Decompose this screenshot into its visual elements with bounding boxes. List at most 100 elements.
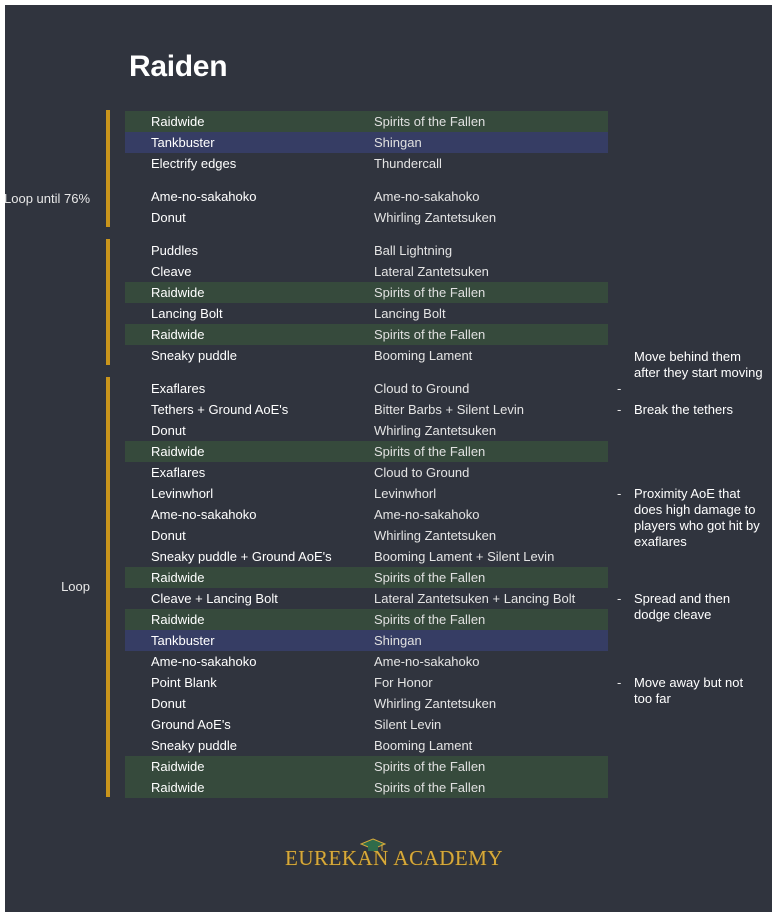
ability-name: Lateral Zantetsuken bbox=[374, 264, 489, 279]
mechanic-name: Exaflares bbox=[151, 381, 206, 396]
ability-name: Booming Lament + Silent Levin bbox=[374, 549, 555, 564]
section-bar bbox=[106, 377, 110, 797]
mechanic-row: Raidwide Spirits of the Fallen bbox=[125, 609, 608, 630]
ability-name: Ball Lightning bbox=[374, 243, 453, 258]
ability-name: Shingan bbox=[374, 135, 422, 150]
ability-name: Whirling Zantetsuken bbox=[374, 423, 497, 438]
note-dash: - bbox=[617, 591, 622, 606]
mechanic-row: Raidwide Spirits of the Fallen bbox=[125, 282, 608, 303]
section-label: Loop bbox=[61, 579, 90, 594]
mechanic-name: Cleave bbox=[151, 264, 192, 279]
mechanic-row: Tankbuster Shingan bbox=[125, 132, 608, 153]
mechanic-row: Cleave + Lancing Bolt Lateral Zantetsuken… bbox=[125, 588, 608, 609]
mechanic-row: Raidwide Spirits of the Fallen bbox=[125, 756, 608, 777]
page-title: Raiden bbox=[129, 50, 228, 83]
mechanic-name: Donut bbox=[151, 210, 186, 225]
mechanic-row: Raidwide Spirits of the Fallen bbox=[125, 777, 608, 798]
ability-name: Spirits of the Fallen bbox=[374, 114, 486, 129]
ability-name: Spirits of the Fallen bbox=[374, 759, 486, 774]
mechanic-row: Tethers + Ground AoE's Bitter Barbs + Sil… bbox=[125, 399, 608, 420]
mechanic-name: Raidwide bbox=[151, 444, 205, 459]
ability-name: Levinwhorl bbox=[374, 486, 437, 501]
mechanic-row: Donut Whirling Zantetsuken bbox=[125, 420, 608, 441]
ability-name: Lateral Zantetsuken + Lancing Bolt bbox=[374, 591, 576, 606]
ability-name: Lancing Bolt bbox=[374, 306, 446, 321]
ability-name: Whirling Zantetsuken bbox=[374, 210, 497, 225]
mechanic-row: Raidwide Spirits of the Fallen bbox=[125, 567, 608, 588]
mechanic-row: Puddles Ball Lightning bbox=[125, 240, 608, 261]
section-bar bbox=[106, 185, 110, 227]
mechanic-name: Raidwide bbox=[151, 114, 205, 129]
mechanic-row: Lancing Bolt Lancing Bolt bbox=[125, 303, 608, 324]
mechanic-name: Puddles bbox=[151, 243, 198, 258]
mechanic-name: Ame-no-sakahoko bbox=[151, 654, 257, 669]
mechanic-row: Donut Whirling Zantetsuken bbox=[125, 525, 608, 546]
strategy-note: Move away but not too far bbox=[634, 675, 744, 706]
mechanic-name: Raidwide bbox=[151, 285, 205, 300]
mechanic-row: Raidwide Spirits of the Fallen bbox=[125, 441, 608, 462]
ability-name: Spirits of the Fallen bbox=[374, 444, 486, 459]
mechanic-row: Ame-no-sakahoko Ame-no-sakahoko bbox=[125, 504, 608, 525]
ability-name: Spirits of the Fallen bbox=[374, 780, 486, 795]
mechanic-row: Electrify edges Thundercall bbox=[125, 153, 608, 174]
ability-name: Booming Lament bbox=[374, 348, 473, 363]
mechanic-name: Cleave + Lancing Bolt bbox=[151, 591, 278, 606]
mechanic-row: Donut Whirling Zantetsuken bbox=[125, 207, 608, 228]
note-dash: - bbox=[617, 486, 622, 501]
ability-name: Cloud to Ground bbox=[374, 381, 470, 396]
mechanic-name: Electrify edges bbox=[151, 156, 237, 171]
ability-name: Whirling Zantetsuken bbox=[374, 528, 497, 543]
graduation-cap-icon bbox=[360, 838, 386, 851]
mechanic-row: Exaflares Cloud to Ground bbox=[125, 378, 608, 399]
strategy-note: Break the tethers bbox=[634, 402, 733, 417]
strategy-note: Spread and then dodge cleave bbox=[634, 591, 731, 622]
mechanic-name: Sneaky puddle bbox=[151, 738, 238, 753]
ability-name: Ame-no-sakahoko bbox=[374, 507, 480, 522]
mechanic-name: Donut bbox=[151, 423, 186, 438]
ability-name: Bitter Barbs + Silent Levin bbox=[374, 402, 524, 417]
mechanic-name: Ame-no-sakahoko bbox=[151, 189, 257, 204]
mechanic-row: Ame-no-sakahoko Ame-no-sakahoko bbox=[125, 651, 608, 672]
mechanic-name: Raidwide bbox=[151, 759, 205, 774]
mechanic-name: Levinwhorl bbox=[151, 486, 214, 501]
mechanic-name: Sneaky puddle bbox=[151, 348, 238, 363]
ability-name: Whirling Zantetsuken bbox=[374, 696, 497, 711]
mechanic-row: Cleave Lateral Zantetsuken bbox=[125, 261, 608, 282]
mechanic-name: Raidwide bbox=[151, 780, 205, 795]
ability-name: Shingan bbox=[374, 633, 422, 648]
eurekan-academy-logo: EUREKAN ACADEMY bbox=[285, 838, 503, 878]
mechanic-row: Raidwide Spirits of the Fallen bbox=[125, 324, 608, 345]
mechanic-row: Sneaky puddle Booming Lament bbox=[125, 735, 608, 756]
logo-text: EUREKAN ACADEMY bbox=[285, 846, 504, 870]
ability-name: For Honor bbox=[374, 675, 433, 690]
mechanic-name: Raidwide bbox=[151, 327, 205, 342]
section-bar bbox=[106, 110, 110, 200]
mechanic-row: Sneaky puddle Booming Lament bbox=[125, 345, 608, 366]
mechanic-name: Exaflares bbox=[151, 465, 206, 480]
mechanic-name: Point Blank bbox=[151, 675, 217, 690]
mechanic-name: Raidwide bbox=[151, 570, 205, 585]
mechanic-name: Tankbuster bbox=[151, 135, 215, 150]
mechanic-row: Raidwide Spirits of the Fallen bbox=[125, 111, 608, 132]
mechanic-row: Exaflares Cloud to Ground bbox=[125, 462, 608, 483]
strategy-note: Proximity AoE that does high damage to p… bbox=[634, 486, 760, 549]
mechanic-name: Sneaky puddle + Ground AoE's bbox=[151, 549, 332, 564]
mechanic-name: Ground AoE's bbox=[151, 717, 231, 732]
mechanic-name: Lancing Bolt bbox=[151, 306, 223, 321]
mechanic-row: Donut Whirling Zantetsuken bbox=[125, 693, 608, 714]
mechanic-row: Tankbuster Shingan bbox=[125, 630, 608, 651]
note-dash: - bbox=[617, 381, 622, 396]
mechanic-row: Ground AoE's Silent Levin bbox=[125, 714, 608, 735]
ability-name: Ame-no-sakahoko bbox=[374, 189, 480, 204]
ability-name: Spirits of the Fallen bbox=[374, 327, 486, 342]
mechanic-row: Ame-no-sakahoko Ame-no-sakahoko bbox=[125, 186, 608, 207]
ability-name: Thundercall bbox=[374, 156, 442, 171]
mechanic-row: Sneaky puddle + Ground AoE's Booming Lame… bbox=[125, 546, 608, 567]
ability-name: Silent Levin bbox=[374, 717, 442, 732]
note-dash: - bbox=[617, 675, 622, 690]
ability-name: Spirits of the Fallen bbox=[374, 570, 486, 585]
note-dash: - bbox=[617, 402, 622, 417]
mechanic-name: Tankbuster bbox=[151, 633, 215, 648]
section-label: Loop until 76% bbox=[4, 191, 91, 206]
ability-name: Spirits of the Fallen bbox=[374, 612, 486, 627]
